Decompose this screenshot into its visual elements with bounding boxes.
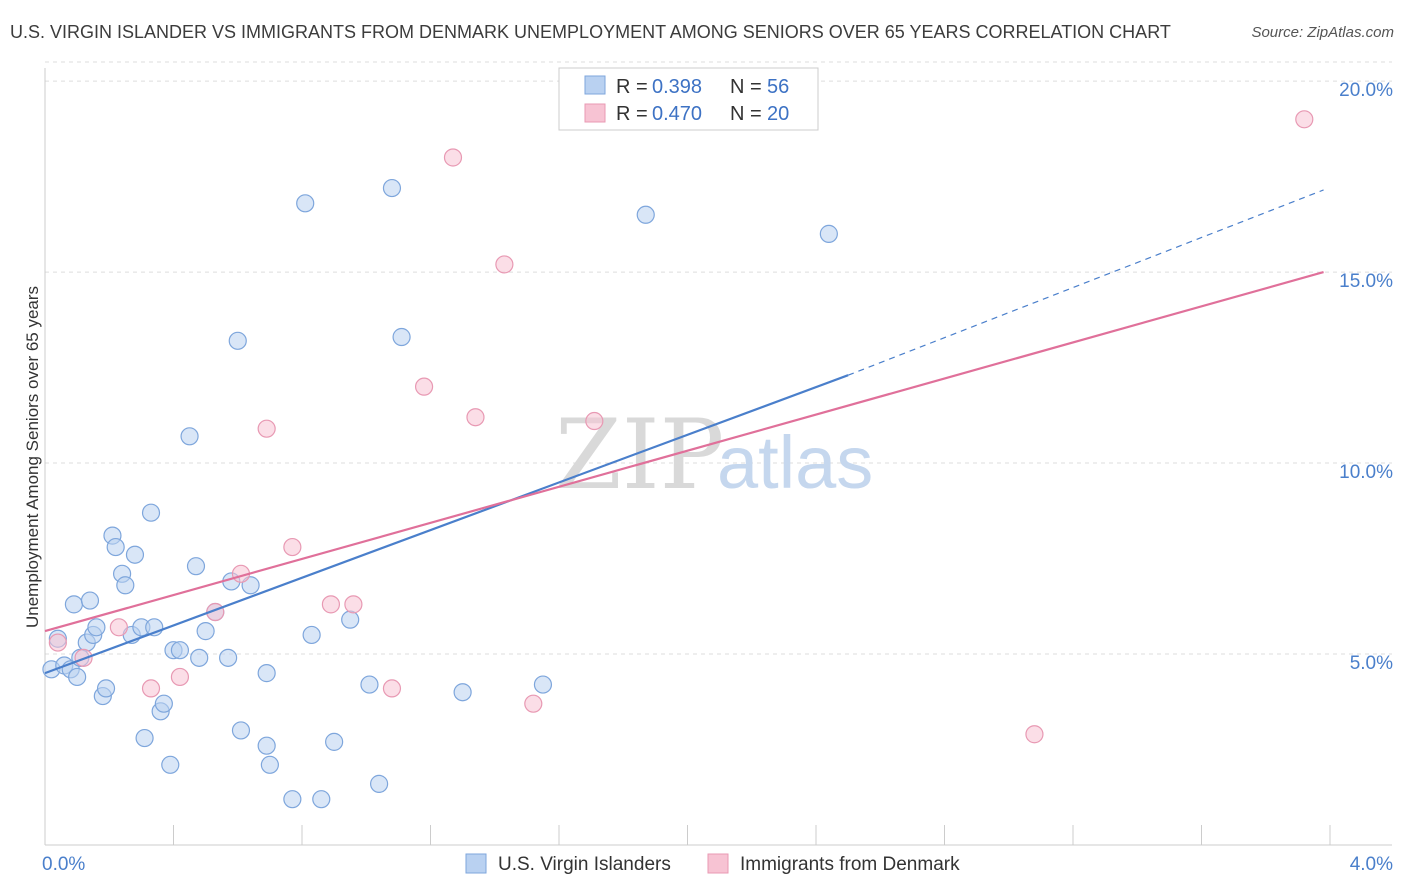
- bottom-legend: U.S. Virgin Islanders Immigrants from De…: [465, 853, 960, 875]
- watermark-zip: ZIP: [555, 399, 724, 511]
- legend-swatch-pink: [584, 103, 606, 123]
- y-axis-label: Unemployment Among Seniors over 65 years: [23, 286, 42, 628]
- point-virgin-islander-38: [257, 664, 276, 683]
- trend-line-virgin-islander: [44, 374, 849, 675]
- point-virgin-islander-47: [360, 675, 379, 694]
- point-denmark-2: [109, 618, 128, 637]
- point-virgin-islander-52: [533, 675, 553, 694]
- point-virgin-islander-35: [228, 331, 247, 350]
- point-virgin-islander-12: [96, 679, 116, 698]
- source-credit: Source: ZipAtlas.com: [1251, 24, 1394, 41]
- point-virgin-islander-53: [636, 205, 655, 224]
- tick-labels: 5.0% 10.0% 15.0% 20.0% 0.0% 4.0%: [42, 80, 1393, 875]
- point-denmark-18: [1025, 725, 1044, 744]
- point-denmark-3: [141, 679, 161, 698]
- legend-r-value-1: 0.398: [652, 76, 702, 98]
- point-virgin-islander-50: [392, 327, 411, 347]
- point-virgin-islander-8: [80, 591, 100, 610]
- legend-r-label-1: R =: [616, 76, 648, 98]
- point-virgin-islander-5: [68, 667, 87, 687]
- legend-n-value-1: 56: [767, 76, 789, 98]
- top-legend: R = 0.398 N = 56 R = 0.470 N = 20: [558, 67, 819, 131]
- point-virgin-islander-4: [64, 595, 84, 614]
- point-virgin-islander-43: [302, 625, 321, 645]
- bottom-legend-swatch-pink: [707, 853, 729, 874]
- point-virgin-islander-28: [180, 427, 199, 446]
- legend-r-value-2: 0.470: [652, 103, 702, 125]
- x-tick-label-0: 0.0%: [42, 854, 85, 875]
- point-virgin-islander-31: [196, 622, 215, 641]
- bottom-legend-label-pink: Immigrants from Denmark: [740, 854, 960, 875]
- point-denmark-0: [48, 633, 67, 652]
- point-virgin-islander-30: [190, 648, 209, 667]
- point-virgin-islander-45: [325, 732, 344, 751]
- point-virgin-islander-42: [296, 194, 315, 213]
- point-denmark-9: [321, 595, 341, 614]
- point-denmark-10: [344, 595, 363, 614]
- point-virgin-islander-33: [219, 648, 238, 667]
- point-virgin-islander-10: [87, 618, 106, 637]
- point-virgin-islander-44: [312, 790, 331, 809]
- point-denmark-7: [257, 419, 276, 438]
- x-tick-label-1: 4.0%: [1350, 854, 1393, 875]
- point-virgin-islander-21: [141, 503, 161, 522]
- point-virgin-islander-18: [125, 545, 145, 564]
- point-virgin-islander-46: [341, 610, 360, 629]
- point-virgin-islander-36: [231, 721, 251, 740]
- bottom-legend-swatch-blue: [465, 853, 487, 874]
- trend-line-denmark: [44, 271, 1324, 633]
- point-virgin-islander-24: [154, 694, 173, 713]
- point-virgin-islander-39: [257, 736, 276, 755]
- point-denmark-19: [1295, 110, 1314, 129]
- y-tick-label-1: 10.0%: [1339, 462, 1393, 483]
- legend-n-label-1: N =: [730, 76, 762, 98]
- point-denmark-13: [443, 148, 463, 167]
- point-virgin-islander-16: [116, 576, 135, 595]
- point-virgin-islander-40: [260, 755, 279, 774]
- point-virgin-islander-29: [186, 557, 206, 576]
- point-virgin-islander-27: [170, 641, 190, 660]
- point-denmark-4: [170, 667, 190, 687]
- point-denmark-12: [414, 377, 434, 396]
- bottom-legend-label-blue: U.S. Virgin Islanders: [498, 854, 671, 875]
- watermark-atlas: atlas: [717, 421, 873, 504]
- point-virgin-islander-25: [161, 755, 180, 774]
- chart-title: U.S. VIRGIN ISLANDER VS IMMIGRANTS FROM …: [10, 22, 1171, 42]
- point-virgin-islander-48: [370, 774, 389, 793]
- point-virgin-islander-49: [382, 178, 402, 198]
- y-tick-label-2: 15.0%: [1339, 271, 1393, 292]
- data-points: [42, 110, 1314, 809]
- y-tick-label-3: 20.0%: [1339, 80, 1393, 101]
- trend-line-virgin-islander-extension: [847, 189, 1324, 376]
- grid-lines: [45, 61, 1392, 655]
- y-tick-label-0: 5.0%: [1350, 653, 1393, 674]
- point-virgin-islander-54: [819, 224, 838, 243]
- point-denmark-14: [466, 408, 485, 427]
- legend-r-label-2: R =: [616, 103, 648, 125]
- legend-n-label-2: N =: [730, 103, 762, 125]
- point-virgin-islander-51: [453, 683, 472, 702]
- point-denmark-16: [524, 694, 543, 713]
- point-denmark-11: [382, 679, 402, 698]
- legend-n-value-2: 20: [767, 103, 789, 125]
- legend-swatch-blue: [584, 75, 606, 95]
- point-denmark-17: [585, 411, 604, 431]
- point-virgin-islander-20: [135, 728, 154, 748]
- trend-lines: [44, 189, 1324, 675]
- axes: [44, 68, 1392, 846]
- point-denmark-8: [283, 537, 302, 557]
- point-virgin-islander-14: [106, 537, 125, 557]
- point-denmark-15: [495, 255, 514, 274]
- point-virgin-islander-41: [283, 790, 302, 809]
